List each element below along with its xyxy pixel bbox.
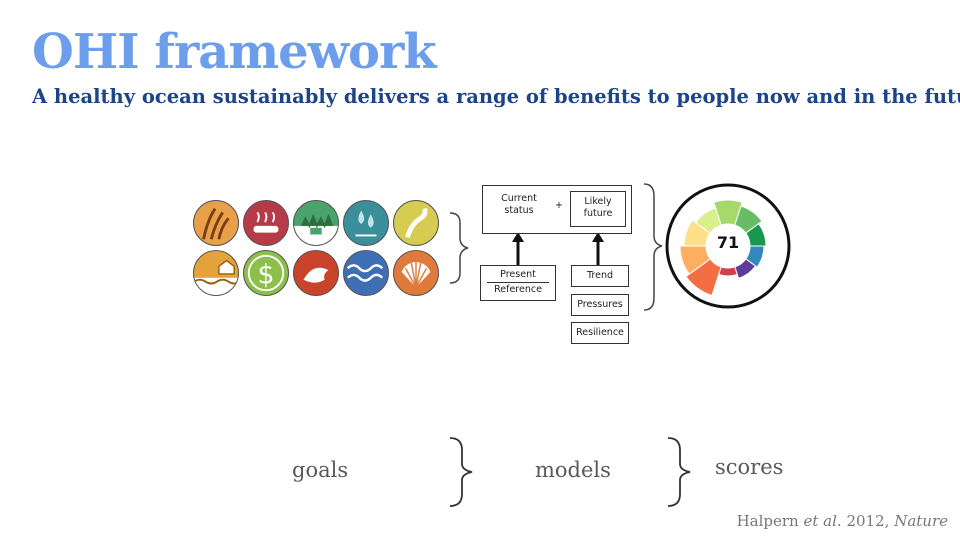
coastal-protection-icon: [393, 200, 439, 246]
models-brace: [643, 183, 663, 311]
goals-models-brace: [449, 437, 473, 507]
food-provision-icon: [193, 200, 239, 246]
present-label: Present: [500, 269, 536, 280]
slide-subtitle: A healthy ocean sustainably delivers a r…: [32, 85, 960, 108]
trend-box: Trend: [571, 265, 629, 287]
citation-journal: Nature: [894, 512, 948, 530]
citation-author: Halpern: [736, 512, 799, 530]
models-scores-brace: [667, 437, 691, 507]
scores-label: scores: [715, 455, 784, 479]
current-status-label: Current status: [489, 190, 549, 224]
citation-etal: et al.: [803, 512, 842, 530]
natural-products-icon: [293, 200, 339, 246]
svg-text:$: $: [257, 260, 274, 291]
overall-score: 71: [716, 233, 740, 252]
goals-label: goals: [292, 458, 349, 482]
models-label: models: [535, 458, 611, 482]
economies-icon: $: [243, 250, 289, 296]
citation-year: 2012,: [846, 512, 890, 530]
goals-brace: [449, 212, 469, 284]
plus-sign: +: [552, 200, 566, 214]
biodiversity-icon: [393, 250, 439, 296]
artisanal-fishing-icon: [243, 200, 289, 246]
carbon-storage-icon: [343, 200, 389, 246]
reference-label: Reference: [487, 282, 549, 295]
clean-waters-icon: [343, 250, 389, 296]
citation: Halpern et al. 2012, Nature: [737, 512, 948, 530]
pressures-box: Pressures: [571, 294, 629, 316]
score-petal: [718, 266, 738, 277]
present-reference-box: Present Reference: [480, 265, 556, 301]
livelihoods-icon: [193, 250, 239, 296]
resilience-box: Resilience: [571, 322, 629, 344]
slide-title: OHI framework: [32, 24, 437, 80]
tourism-icon: [293, 250, 339, 296]
likely-future-box: Likely future: [570, 191, 626, 227]
